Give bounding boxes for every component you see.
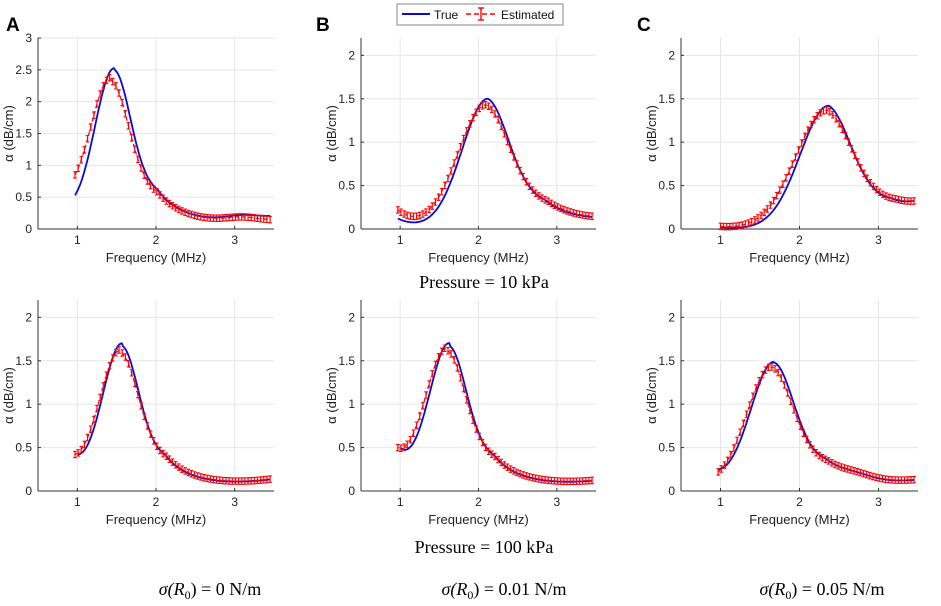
estimated-curve [74,349,271,482]
caption-sigma: σ [159,579,169,599]
caption-sub: 0 [185,588,191,602]
x-tick-label: 1 [74,495,81,509]
y-tick-label: 1.5 [15,354,32,368]
chart-b-top: 1 2 3 0 0.5 1 1.5 2 Frequency (MHz) α (dB/cm) [324,38,596,265]
caption-tail: ) = 0.05 N/m [791,579,884,600]
x-tick-label: 1 [397,495,404,509]
y-tick-label: 1 [668,135,675,149]
chart-a-bottom: 1 2 3 0 0.5 1 1.5 2 Frequency (MHz) α (dB/cm) [1,300,274,527]
x-tick-label: 2 [153,495,160,509]
chart-a-top: 1 2 3 0 0.5 1 1.5 2 2.5 3 Frequency (MHz) α (dB/cm) [1,31,274,265]
y-axis-label: α (dB/cm) [644,105,659,162]
caption-sigma: σ [759,579,769,599]
x-axis-label: Frequency (MHz) [428,512,528,527]
column-caption-1: σ(R0) = 0 N/m [159,579,262,602]
legend-box [396,3,564,26]
y-tick-label: 1 [668,397,675,411]
x-tick-label: 1 [397,233,404,247]
caption-tail: ) = 0.01 N/m [473,579,566,600]
row-caption-10kpa: Pressure = 10 kPa [419,272,549,292]
caption-sub: 0 [467,588,473,602]
y-tick-label: 0.5 [658,179,675,193]
y-tick-label: 2 [668,48,675,62]
x-tick-label: 2 [475,233,482,247]
panel-letter-a: A [6,15,20,36]
y-tick-label: 2 [668,310,675,324]
x-tick-label: 3 [875,495,882,509]
x-axis-label: Frequency (MHz) [428,250,528,265]
x-tick-label: 2 [475,495,482,509]
y-tick-label: 1.5 [658,354,675,368]
y-tick-label: 3 [25,31,32,45]
column-caption-2: σ(R0) = 0.01 N/m [441,579,566,602]
legend: True Estimated [396,3,564,26]
y-tick-label: 0 [668,222,675,236]
true-curve [397,97,593,224]
legend-estimated-label: Estimated [501,8,554,22]
legend-true-label: True [434,8,459,22]
y-tick-label: 2 [25,95,32,109]
x-tick-label: 2 [796,233,803,247]
y-axis-label: α (dB/cm) [1,367,16,424]
x-axis-label: Frequency (MHz) [106,512,206,527]
y-tick-label: 0 [668,484,675,498]
y-tick-label: 0 [348,484,355,498]
estimated-curve [74,76,271,221]
y-tick-label: 0.5 [658,441,675,455]
caption-arg: (R [168,579,185,600]
x-tick-label: 3 [553,233,560,247]
y-axis-label: α (dB/cm) [324,367,339,424]
caption-arg: (R [450,579,467,600]
y-tick-label: 0.5 [338,179,355,193]
x-axis-label: Frequency (MHz) [749,250,849,265]
x-tick-label: 3 [875,233,882,247]
chart-c-top: 1 2 3 0 0.5 1 1.5 2 Frequency (MHz) α (dB/cm) [644,38,918,265]
chart-b-bottom: 1 2 3 0 0.5 1 1.5 2 Frequency (MHz) α (dB/cm) [324,300,596,527]
x-tick-label: 2 [153,233,160,247]
x-tick-label: 2 [796,495,803,509]
panel-letter-b: B [316,15,330,36]
y-tick-label: 0.5 [15,190,32,204]
x-tick-label: 3 [553,495,560,509]
y-tick-label: 2 [348,48,355,62]
caption-tail: ) = 0 N/m [191,579,262,600]
column-caption-3: σ(R0) = 0.05 N/m [759,579,884,602]
y-tick-label: 1.5 [658,92,675,106]
y-tick-label: 1.5 [338,92,355,106]
y-tick-label: 2 [348,310,355,324]
y-tick-label: 0.5 [15,441,32,455]
x-tick-label: 1 [717,233,724,247]
y-tick-label: 2 [25,310,32,324]
x-axis-label: Frequency (MHz) [106,250,206,265]
x-tick-label: 1 [74,233,81,247]
y-tick-label: 0 [348,222,355,236]
y-tick-label: 0.5 [338,441,355,455]
y-axis-label: α (dB/cm) [1,105,16,162]
x-tick-label: 1 [717,495,724,509]
y-tick-label: 0 [25,484,32,498]
caption-sub: 0 [785,588,791,602]
y-tick-label: 2.5 [15,63,32,77]
caption-arg: (R [768,579,785,600]
y-axis-label: α (dB/cm) [644,367,659,424]
x-tick-label: 3 [231,495,238,509]
row-caption-100kpa: Pressure = 100 kPa [415,537,554,557]
y-tick-label: 1 [348,135,355,149]
chart-c-bottom: 1 2 3 0 0.5 1 1.5 2 Frequency (MHz) α (dB/cm) [644,300,918,527]
caption-sigma: σ [441,579,451,599]
y-tick-label: 0 [25,222,32,236]
y-tick-label: 1 [25,397,32,411]
panel-letter-c: C [637,15,651,36]
x-tick-label: 3 [231,233,238,247]
y-tick-label: 1 [25,158,32,172]
y-tick-label: 1.5 [15,127,32,141]
y-tick-label: 1 [348,397,355,411]
x-axis-label: Frequency (MHz) [749,512,849,527]
y-tick-label: 1.5 [338,354,355,368]
y-axis-label: α (dB/cm) [324,105,339,162]
